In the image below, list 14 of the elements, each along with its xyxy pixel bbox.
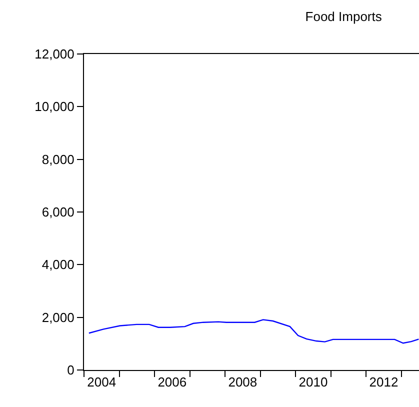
y-tick-label: 12,000: [34, 46, 74, 62]
x-tick-label: 2004: [87, 374, 116, 390]
x-tick-label: 2012: [369, 374, 398, 390]
y-tick-label: 0: [67, 362, 74, 378]
x-tick-label: 2008: [228, 374, 258, 390]
x-tick-label: 2006: [158, 374, 187, 390]
x-tick-label: 2010: [298, 374, 328, 390]
y-tick-label: 6,000: [42, 204, 74, 220]
line-series: [88, 319, 419, 344]
chart-title: Food Imports: [305, 9, 382, 24]
y-tick-label: 10,000: [34, 99, 74, 114]
y-tick-label: 4,000: [42, 257, 74, 272]
y-tick-label: 8,000: [42, 152, 74, 167]
y-tick-label: 2,000: [42, 310, 74, 325]
